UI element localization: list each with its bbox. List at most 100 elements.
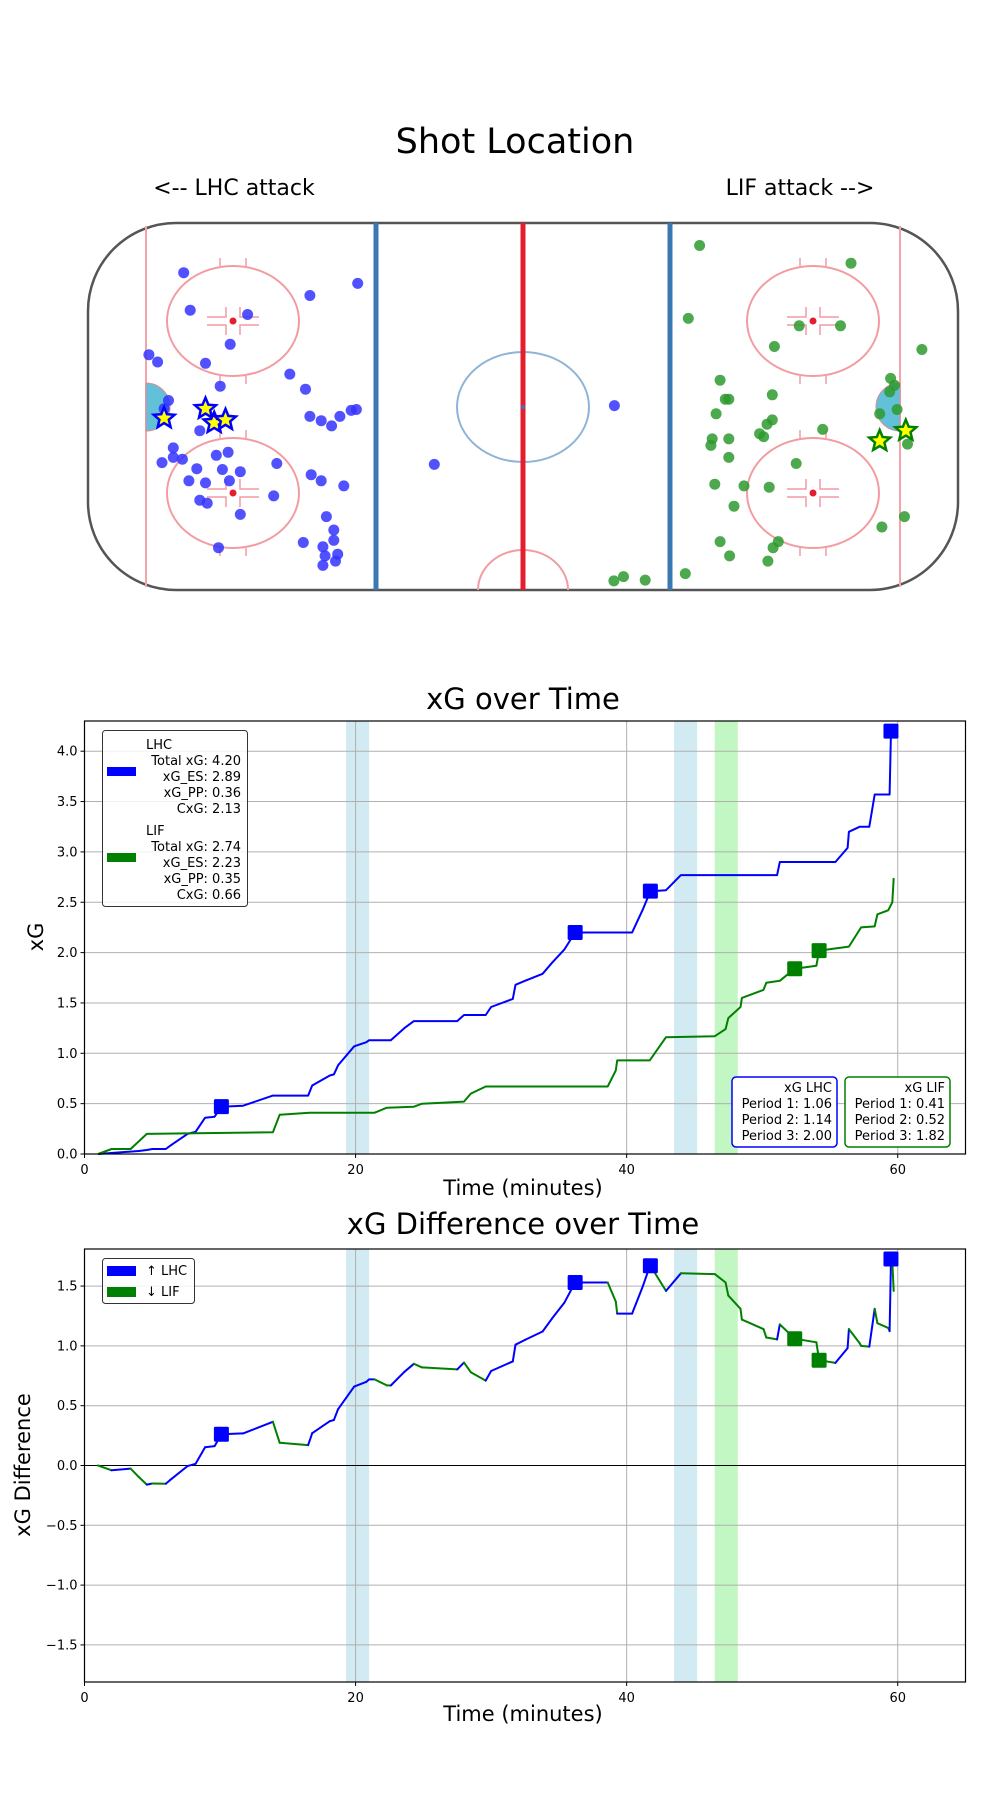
lhc-goal-star — [211, 405, 239, 432]
lhc-shot-dot — [297, 537, 309, 548]
lhc-gain-segment — [541, 1317, 554, 1333]
lif-gain-segment — [873, 1307, 879, 1325]
hash-mark — [239, 496, 259, 507]
y-tick-label: 4.0 — [57, 745, 78, 760]
faceoff-dot — [229, 489, 237, 497]
lhc-shot-dot — [328, 534, 340, 546]
lif-gain-segment — [412, 1362, 423, 1369]
lhc-gain-segment — [888, 1258, 892, 1333]
lhc-gain-segment — [551, 1301, 566, 1320]
lhc-shot-dot — [224, 338, 236, 350]
x-axis-label: Time (minutes) — [442, 1702, 602, 1726]
period-box-line: xG LIF — [905, 1081, 945, 1096]
lhc-powerplay-band — [346, 721, 370, 1154]
lhc-gain-segment — [194, 1446, 207, 1465]
lhc-shot-dot — [317, 559, 329, 571]
lif-gain-segment — [727, 1294, 742, 1310]
lif-shot-dot — [738, 480, 750, 492]
lif-shot-dot — [758, 431, 770, 443]
lif-shot-dot — [902, 438, 913, 450]
lif-gain-segment — [762, 1328, 768, 1339]
lif-shot-dot — [710, 408, 722, 420]
y-tick-label: 0.5 — [57, 1399, 78, 1414]
lhc-goal-marker — [567, 1274, 583, 1290]
lhc-shot-dot — [216, 464, 228, 475]
lhc-shot-dot — [284, 368, 296, 380]
x-tick-label: 60 — [889, 1163, 906, 1178]
lif-shot-dot — [817, 423, 829, 435]
legend-entry-line: Total xG: 2.74 — [150, 840, 241, 855]
lhc-shot-dot — [328, 524, 340, 536]
y-tick-label: 1.0 — [57, 1047, 78, 1062]
lif-gain-segment — [740, 1318, 765, 1331]
lif-gain-segment — [137, 1475, 148, 1486]
lif-shot-dot — [679, 568, 691, 580]
lif-shot-dot — [768, 341, 780, 352]
hash-mark — [819, 496, 839, 507]
lif-shot-dot — [705, 439, 717, 451]
y-tick-label: −1.0 — [46, 1579, 78, 1594]
lhc-shot-dot — [200, 477, 211, 489]
x-axis-label: Time (minutes) — [442, 1176, 602, 1200]
legend-entry-line: CxG: 0.66 — [177, 888, 241, 903]
hash-mark — [207, 496, 227, 507]
lhc-shot-dot — [319, 550, 331, 562]
x-tick-label: 60 — [889, 1691, 906, 1706]
lhc-shot-dot — [167, 451, 179, 463]
lif-goal-star — [866, 426, 894, 453]
lif-shot-dot — [608, 575, 620, 587]
hash-mark — [787, 307, 807, 318]
lif-shot-dot — [639, 574, 651, 586]
lif-gain-segment — [739, 1307, 743, 1321]
lhc-gain-segment — [511, 1343, 517, 1363]
lif-shot-dot — [845, 257, 857, 269]
lhc-gain-segment — [311, 1420, 331, 1435]
period-box-line: Period 3: 2.00 — [742, 1129, 832, 1144]
lif-powerplay-band — [714, 721, 738, 1154]
y-axis-label: xG Difference — [11, 1393, 35, 1537]
lhc-shot-dot — [271, 458, 283, 469]
legend-entry: ↓ LIF — [146, 1285, 180, 1300]
lhc-goal-marker — [213, 1099, 229, 1115]
hash-mark — [819, 479, 839, 490]
period-box-line: Period 1: 0.41 — [855, 1097, 945, 1112]
y-tick-label: 3.5 — [57, 795, 78, 810]
faceoff-dot — [809, 317, 817, 325]
lhc-shot-dot — [163, 395, 174, 406]
lif-goal-marker — [787, 1331, 803, 1347]
lhc-gain-segment — [168, 1465, 189, 1482]
lhc-shot-dot — [330, 555, 341, 567]
x-tick-label: 40 — [618, 1691, 635, 1706]
legend-entry-line: xG_ES: 2.23 — [163, 856, 241, 871]
y-tick-label: 0.5 — [57, 1097, 78, 1112]
lif-shot-dot — [874, 408, 886, 420]
lif-shot-dot — [709, 478, 721, 490]
lif-gain-segment — [679, 1272, 716, 1276]
legend-entry-line: CxG: 2.13 — [177, 802, 241, 817]
lhc-goal-star — [150, 403, 178, 430]
y-tick-label: 1.5 — [57, 1280, 78, 1295]
lhc-shot-dot — [152, 356, 164, 368]
lif-period-box — [844, 1076, 951, 1148]
y-tick-label: 2.5 — [57, 896, 78, 911]
lif-shot-dot — [763, 481, 775, 493]
plot-frame — [83, 720, 967, 1155]
hash-mark — [239, 307, 259, 318]
lhc-shot-dot — [315, 415, 327, 427]
lhc-attack-label: <-- LHC attack — [153, 176, 315, 201]
lif-gain-segment — [876, 1322, 890, 1329]
hash-mark — [239, 479, 259, 490]
lif-goal-marker — [787, 961, 803, 977]
lif-gain-segment — [463, 1361, 472, 1374]
difference-line — [97, 1258, 895, 1486]
lif-shot-dot — [790, 458, 802, 469]
lhc-legend-swatch — [107, 767, 136, 776]
lhc-gain-segment — [834, 1347, 849, 1364]
lhc-shot-dot — [210, 449, 222, 461]
lif-shot-dot — [723, 393, 735, 405]
shot-location-title: Shot Location — [396, 122, 635, 162]
lhc-shot-dot — [334, 410, 346, 422]
lhc-goal-star — [191, 394, 219, 421]
lhc-shot-dot — [608, 400, 620, 412]
lhc-goal-marker — [883, 723, 899, 739]
